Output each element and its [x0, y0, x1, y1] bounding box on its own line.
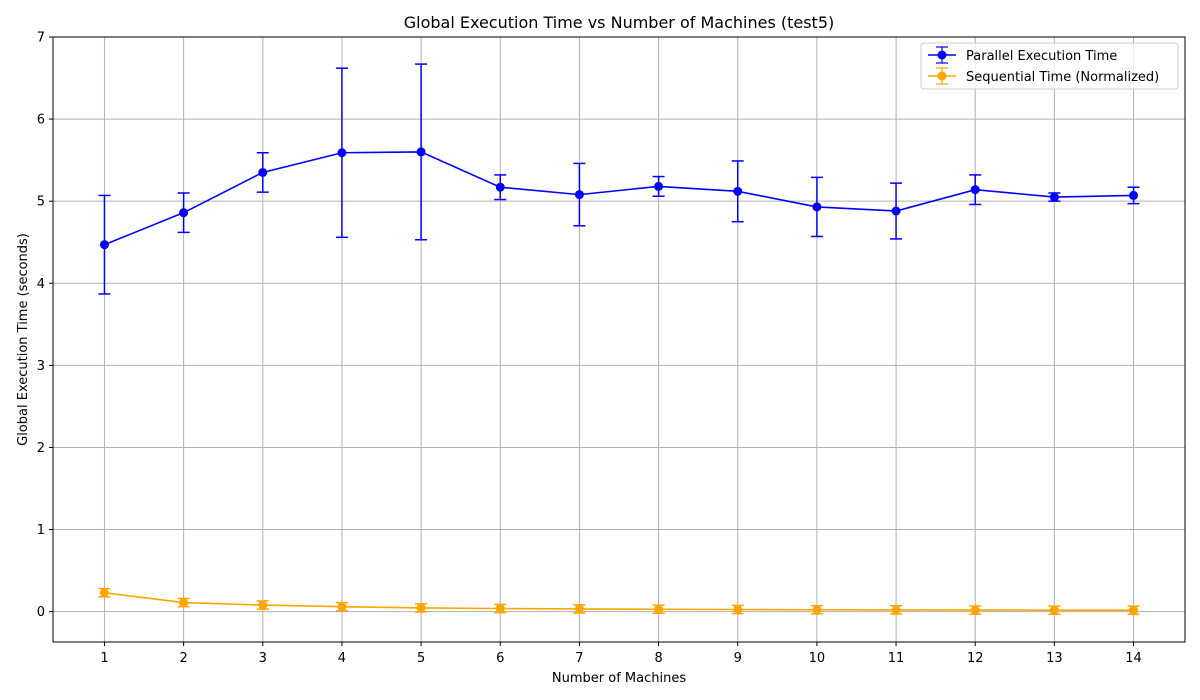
chart-title: Global Execution Time vs Number of Machi…: [404, 13, 835, 32]
x-tick-label: 2: [179, 651, 187, 666]
y-tick-label: 2: [37, 441, 45, 456]
legend-box: [920, 42, 1179, 90]
legend-label: Parallel Execution Time: [966, 49, 1117, 64]
x-tick-label: 7: [575, 651, 583, 666]
data-point: [1049, 605, 1059, 615]
data-point: [654, 604, 664, 614]
data-point: [179, 598, 189, 608]
x-tick-label: 1: [100, 651, 108, 666]
data-point: [574, 604, 584, 614]
x-tick-label: 10: [809, 651, 826, 666]
x-tick-label: 11: [888, 651, 905, 666]
y-tick-label: 1: [37, 523, 45, 538]
data-point: [1129, 190, 1139, 200]
series-layer: [98, 63, 1140, 616]
data-point: [258, 167, 268, 177]
legend-label: Sequential Time (Normalized): [966, 70, 1159, 85]
x-tick-label: 5: [417, 651, 425, 666]
data-point: [258, 600, 268, 610]
data-point: [1129, 605, 1139, 615]
y-tick-label: 3: [37, 359, 45, 374]
series-1: [98, 63, 1140, 295]
data-point: [416, 147, 426, 157]
data-point: [654, 181, 664, 191]
data-point: [891, 206, 901, 216]
x-tick-label: 6: [496, 651, 504, 666]
y-axis-title: Global Execution Time (seconds): [16, 233, 31, 446]
y-tick-label: 7: [37, 31, 45, 46]
y-tick-label: 0: [37, 605, 45, 620]
data-point: [495, 604, 505, 614]
x-tick-label: 3: [259, 651, 267, 666]
series-2: [98, 587, 1140, 616]
data-point: [337, 148, 347, 158]
data-point: [812, 202, 822, 212]
x-axis: 1 2 3 4 5 6 7 8 9 10 11 12 13 14: [100, 642, 1142, 666]
data-point: [1049, 192, 1059, 202]
data-point: [891, 605, 901, 615]
data-point: [179, 208, 189, 218]
x-tick-label: 9: [734, 651, 742, 666]
data-point: [337, 602, 347, 612]
data-point: [733, 604, 743, 614]
y-tick-label: 6: [37, 113, 45, 128]
data-point: [99, 240, 109, 250]
legend-marker: [937, 71, 947, 81]
data-point: [970, 605, 980, 615]
legend: Parallel Execution Time Sequential Time (…: [920, 42, 1179, 90]
data-point: [574, 190, 584, 200]
y-tick-label: 5: [37, 195, 45, 210]
x-tick-label: 13: [1046, 651, 1063, 666]
series-line: [104, 151, 1134, 246]
x-tick-label: 4: [338, 651, 346, 666]
series-line: [104, 591, 1134, 612]
y-axis: 0 1 2 3 4 5 6 7: [37, 31, 53, 620]
data-point: [416, 603, 426, 613]
data-point: [812, 605, 822, 615]
data-point: [970, 185, 980, 195]
x-axis-title: Number of Machines: [552, 671, 686, 686]
x-tick-label: 8: [654, 651, 662, 666]
data-point: [99, 588, 109, 598]
x-tick-label: 12: [967, 651, 984, 666]
x-tick-label: 14: [1125, 651, 1142, 666]
y-tick-label: 4: [37, 277, 45, 292]
data-point: [733, 186, 743, 196]
legend-marker: [937, 50, 947, 60]
data-point: [495, 182, 505, 192]
plot-frame: [52, 36, 1186, 643]
